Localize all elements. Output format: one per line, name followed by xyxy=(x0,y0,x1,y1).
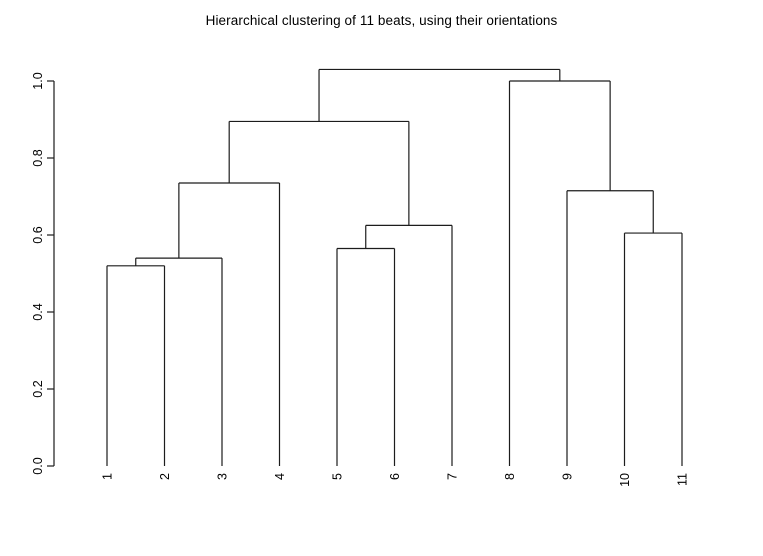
leaf-label: 8 xyxy=(503,473,517,480)
y-axis: 0.0 0.2 0.4 0.6 0.8 1.0 xyxy=(31,72,55,475)
leaf-label: 4 xyxy=(273,473,287,480)
y-tick-label: 0.2 xyxy=(31,380,45,397)
x-leaf-labels: 1 2 3 4 5 6 7 8 9 10 11 xyxy=(101,473,690,487)
leaf-label: 10 xyxy=(618,473,632,487)
leaf-label: 5 xyxy=(331,473,345,480)
leaf-label: 6 xyxy=(388,473,402,480)
leaf-label: 1 xyxy=(101,473,115,480)
dendrogram-links xyxy=(106,68,683,466)
chart-title: Hierarchical clustering of 11 beats, usi… xyxy=(205,13,558,28)
y-tick-label: 0.6 xyxy=(31,226,45,243)
leaf-label: 7 xyxy=(446,473,460,480)
y-tick-label: 0.8 xyxy=(31,149,45,166)
leaf-label: 11 xyxy=(676,473,690,486)
y-tick-label: 0.0 xyxy=(31,457,45,474)
y-tick-label: 0.4 xyxy=(31,303,45,320)
leaf-label: 3 xyxy=(216,473,230,480)
y-tick-label: 1.0 xyxy=(31,72,45,89)
leaf-label: 9 xyxy=(561,473,575,480)
leaf-label: 2 xyxy=(158,473,172,480)
